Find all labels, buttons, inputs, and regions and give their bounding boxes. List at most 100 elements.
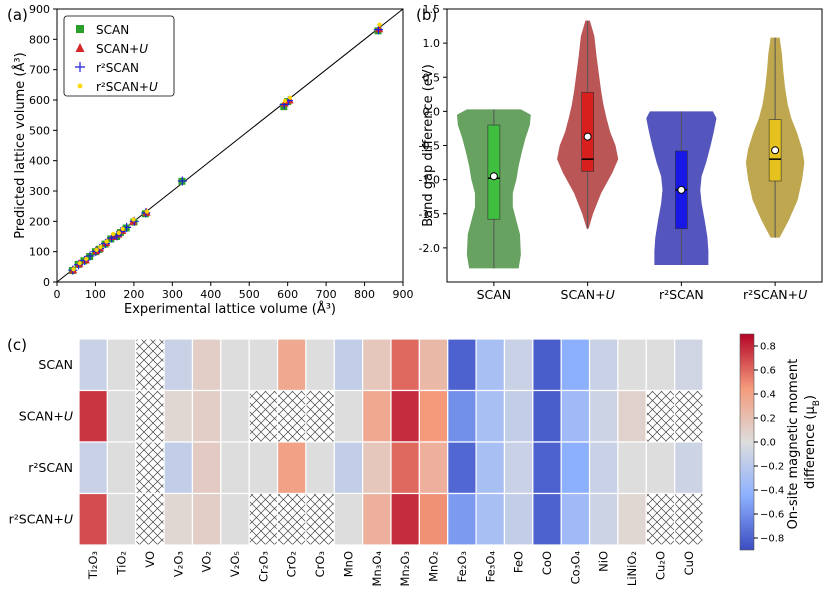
heatmap-cell: [418, 441, 449, 495]
y-tick-label: 1.5: [423, 3, 441, 16]
heatmap-cell: [163, 441, 194, 495]
column-label: VO: [143, 551, 157, 568]
column-label: LiNiO₂: [625, 551, 639, 586]
heatmap-cell: [390, 338, 420, 392]
heatmap-cell-missing: [645, 492, 676, 546]
y-tick-label: 500: [29, 124, 50, 137]
violin-2: [646, 111, 717, 265]
heatmap-cell: [447, 441, 477, 495]
y-axis-label: Band gap difference (eV): [421, 64, 436, 227]
y-tick-label: 900: [29, 3, 50, 16]
column-label: NiO: [597, 551, 611, 572]
heatmap-cell: [418, 338, 449, 392]
y-tick-label: -1.5: [419, 208, 440, 221]
heatmap-cell: [645, 441, 676, 495]
data-point-dot: [104, 239, 109, 244]
violin-3: [745, 37, 805, 238]
column-label: Cr₂O₃: [256, 551, 270, 582]
x-tick-label-italic: U: [798, 287, 807, 302]
heatmap-cell: [78, 492, 108, 546]
heatmap-cell-missing: [135, 441, 165, 495]
legend-label-italic: U: [149, 80, 158, 94]
heatmap-cell: [106, 492, 137, 546]
x-tick-label: 400: [200, 288, 221, 301]
heatmap-cell-missing: [135, 492, 165, 546]
legend-label: SCAN+U: [96, 42, 148, 56]
column-label: Cu₂O: [653, 551, 667, 580]
y-tick-label: 0: [43, 276, 50, 289]
data-point-dot: [120, 226, 125, 232]
row-label: r²SCAN+U: [9, 511, 73, 526]
data-point-dot: [98, 245, 103, 250]
heatmap-cell: [362, 492, 392, 546]
row-label-italic: U: [64, 511, 73, 526]
heatmap-cell: [333, 389, 364, 443]
column-label: CoO: [540, 551, 554, 575]
heatmap-cell-missing: [305, 389, 335, 443]
colorbar: −0.8 −0.6 −0.4 −0.2 0.0 0.2 0.4 0.6 0.8 On-site …: [739, 333, 822, 551]
data-point-plus: [373, 25, 383, 35]
heatmap-cell: [362, 441, 392, 495]
y-tick-label: 300: [29, 185, 50, 198]
y-tick-label: 0.5: [423, 71, 441, 84]
heatmap-cell: [560, 389, 591, 443]
heatmap-cell-missing: [276, 492, 307, 546]
heatmap-cell: [560, 441, 591, 495]
colorbar-tick-label: 0.4: [760, 390, 776, 401]
mean-marker: [677, 185, 686, 194]
data-point-dot: [287, 95, 293, 100]
column-label: MnO₂: [427, 551, 441, 582]
column-label: Mn₃O₄: [370, 551, 384, 587]
y-tick-label: 200: [29, 215, 50, 228]
colorbar-label-text: difference (μ: [803, 406, 818, 489]
legend-box: [63, 15, 175, 97]
heatmap-cell: [447, 338, 477, 392]
colorbar-label-close: ): [803, 395, 818, 400]
heatmap-cell: [220, 441, 250, 495]
data-point-dot: [77, 261, 82, 266]
x-axis-label: Experimental lattice volume (Å³): [124, 301, 336, 317]
colorbar-label-sub: B: [812, 400, 822, 406]
heatmap-cell: [106, 389, 137, 443]
heatmap-cell-missing: [276, 389, 307, 443]
colorbar-label-line1: On-site magnetic moment: [786, 359, 801, 530]
heatmap-cell: [333, 441, 364, 495]
heatmap-cell-missing: [248, 389, 279, 443]
data-point-dot: [377, 22, 382, 27]
mean-marker: [583, 132, 592, 141]
heatmap-cell: [78, 338, 108, 392]
heatmap-cell: [503, 492, 534, 546]
heatmap-cell: [617, 441, 647, 495]
row-label-main: SCAN+: [19, 408, 64, 423]
column-label: Fe₃O₄: [483, 551, 497, 583]
heatmap-cell: [333, 338, 364, 392]
heatmap-cell: [475, 389, 506, 443]
heatmap-cell: [78, 441, 108, 495]
heatmap-cell: [390, 389, 420, 443]
heatmap-cell: [532, 338, 562, 392]
row-label: SCAN: [38, 357, 73, 372]
panel-a-label: (a): [7, 6, 28, 24]
legend-label-main: r²SCAN+: [96, 80, 149, 94]
x-tick-label: 500: [239, 288, 260, 301]
legend-label-main: SCAN+: [96, 42, 139, 56]
heatmap-cell: [362, 338, 392, 392]
heatmap-cell: [588, 338, 619, 392]
x-tick-label-italic: U: [606, 287, 615, 302]
heatmap-cell-missing: [305, 492, 335, 546]
heatmap-cell: [390, 492, 420, 546]
data-point-dot: [77, 83, 83, 89]
x-tick-label: 100: [85, 288, 106, 301]
data-point-triangle: [75, 43, 85, 52]
column-label: Ti₂O₃: [86, 551, 100, 581]
scatter-plot: 0 100 200 300 400 500 600 700 800 900 0 100 200 300 40…: [12, 3, 414, 317]
data-point-dot: [94, 247, 99, 252]
heatmap-cell: [617, 389, 647, 443]
heatmap-cell: [475, 492, 506, 546]
mean-marker: [489, 172, 498, 181]
heatmap-cell: [276, 441, 307, 495]
y-axis-label: Predicted lattice volume (Å³): [12, 52, 28, 238]
heatmap-cell: [532, 492, 562, 546]
heatmap-cell: [532, 389, 562, 443]
y-tick-label: 1.0: [423, 37, 441, 50]
